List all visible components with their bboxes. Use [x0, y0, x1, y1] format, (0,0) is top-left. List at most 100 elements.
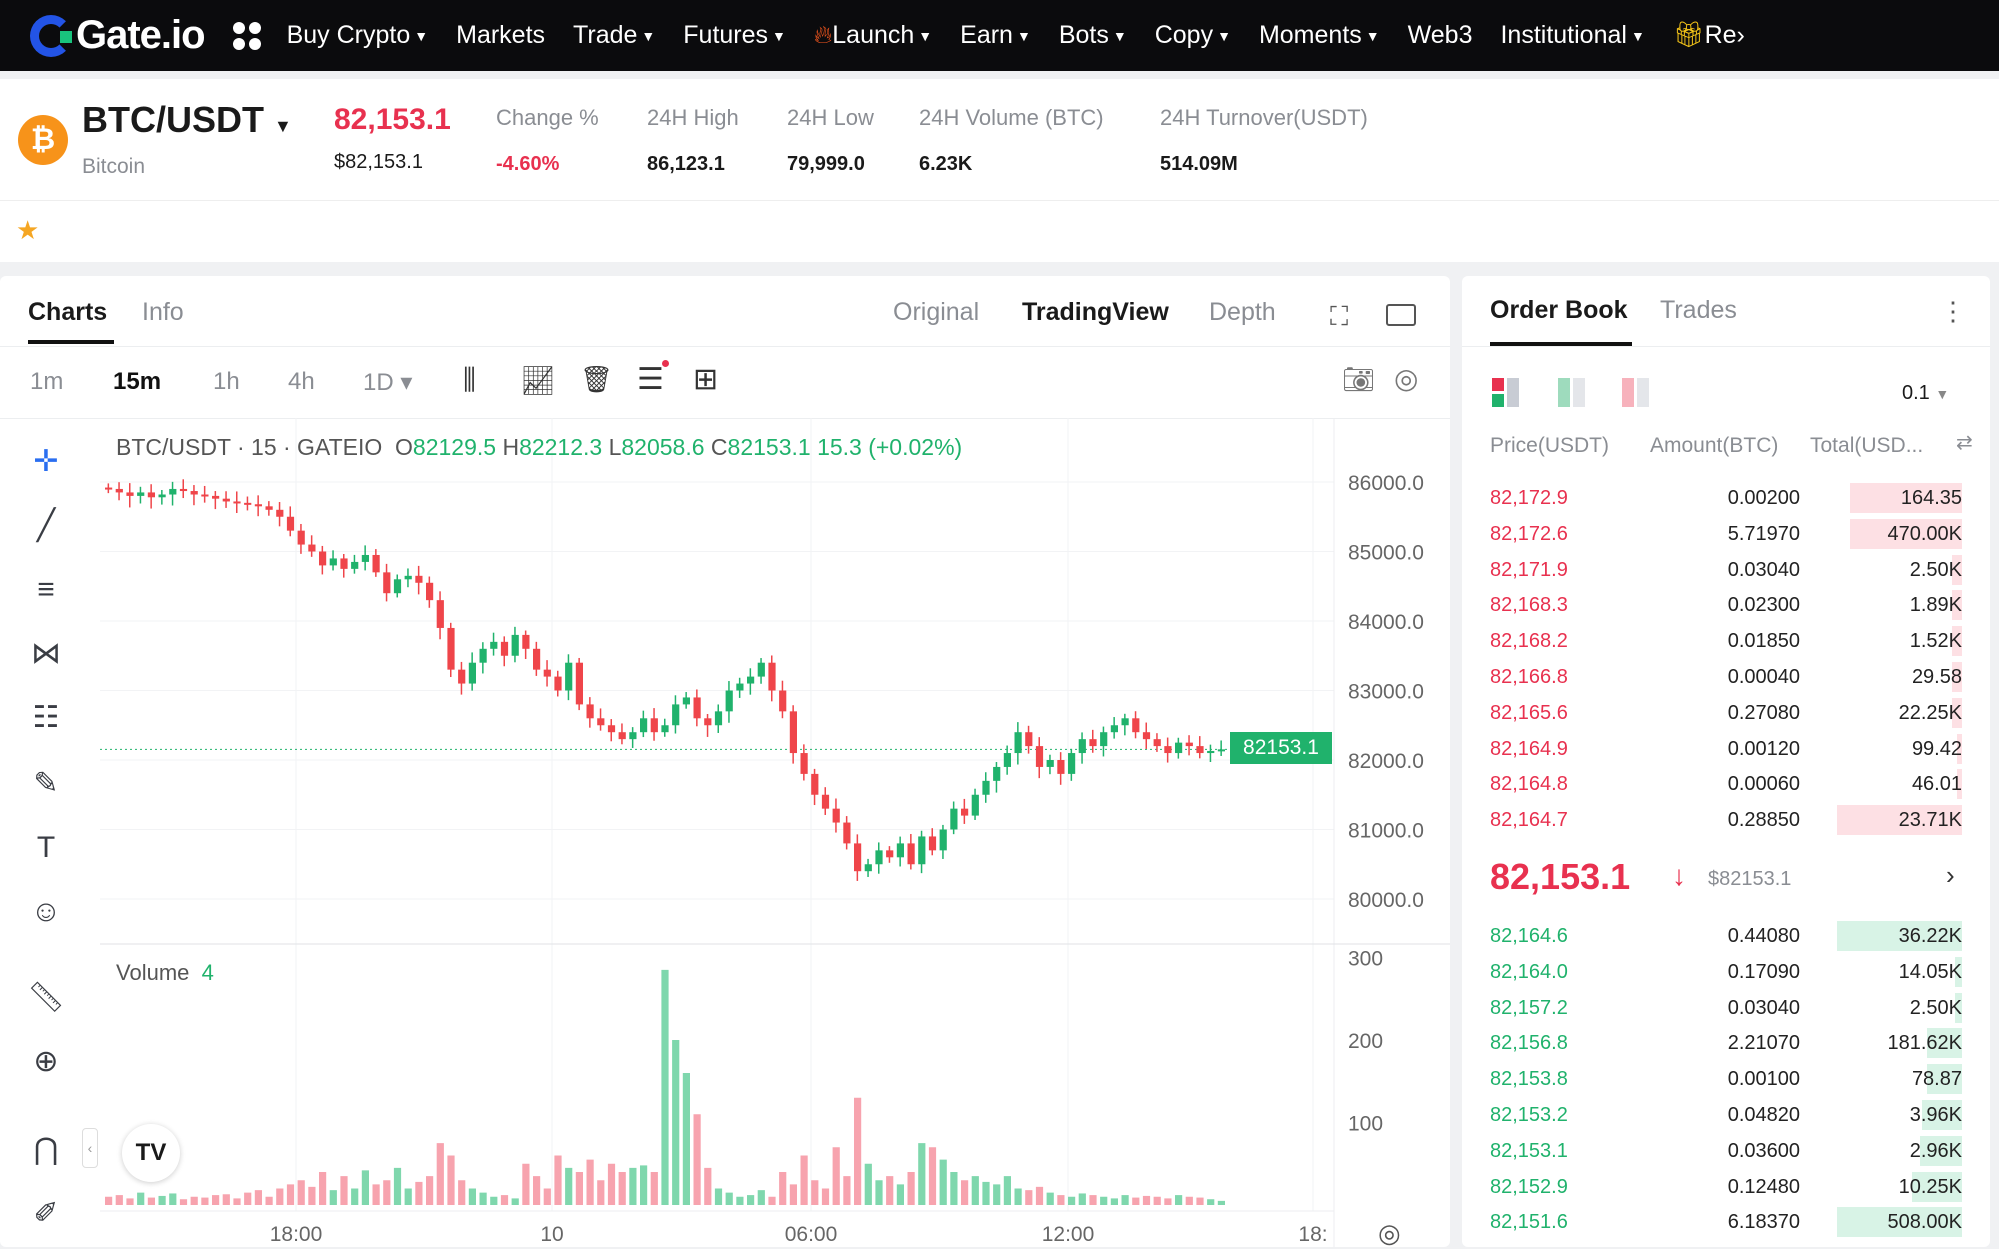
caret-down-icon: ▼ [1935, 386, 1950, 402]
volume-tick-label: 200 [1348, 1030, 1383, 1053]
stat-value: 79,999.0 [787, 153, 865, 175]
interval-1m[interactable]: 1m [30, 368, 64, 395]
nav-item-futures[interactable]: Futures ▼ [683, 21, 786, 50]
nav-item-buy-crypto[interactable]: Buy Crypto ▼ [287, 21, 429, 50]
candlestick-chart[interactable]: 86000.0 85000.0 84000.0 83000.0 82000.0 81000… [0, 418, 1450, 1247]
tab-order-book[interactable]: Order Book [1490, 296, 1628, 324]
caret-down-icon: ▼ [1630, 28, 1645, 45]
bid-row[interactable]: 82,156.8 2.21070 181.62K [1462, 1025, 1990, 1061]
ask-row[interactable]: 82,164.9 0.00120 99.42 [1462, 731, 1990, 767]
bid-row[interactable]: 82,157.2 0.03040 2.50K [1462, 990, 1990, 1026]
bid-row[interactable]: 82,153.1 0.03600 2.96K [1462, 1133, 1990, 1169]
ask-row[interactable]: 82,171.9 0.03040 2.50K [1462, 552, 1990, 588]
delete-icon[interactable]: 🗑︎ [580, 364, 614, 394]
nav-item-copy[interactable]: Copy ▼ [1155, 21, 1231, 50]
volume-bar [854, 1097, 862, 1205]
nav-item-institutional[interactable]: Institutional ▼ [1500, 21, 1644, 50]
view-original[interactable]: Original [893, 298, 980, 326]
horizontal-lines-icon[interactable]: ≡ [37, 573, 55, 606]
camera-icon[interactable]: 📷︎ [1342, 364, 1376, 394]
candle-body [479, 648, 487, 663]
volume-bar [672, 1040, 680, 1205]
candle-body [1153, 739, 1161, 747]
nav-item-bots[interactable]: Bots ▼ [1059, 21, 1127, 50]
collapse-toolbar-handle[interactable]: ‹ [82, 1128, 98, 1168]
amount: 0.00120 [1727, 737, 1800, 760]
ask-row[interactable]: 82,168.2 0.01850 1.52K [1462, 623, 1990, 659]
ask-row[interactable]: 82,172.9 0.00200 164.35 [1462, 480, 1990, 516]
nav-item-label: Markets [456, 21, 546, 49]
gateio-logo[interactable]: Gate.io [30, 13, 206, 58]
nav-item-launch[interactable]: 🔥︎Launch ▼ [814, 21, 932, 50]
fullscreen-icon[interactable]: ⛶ [1330, 301, 1349, 331]
swap-unit-icon[interactable]: ⇄ [1956, 432, 1973, 454]
price: 82,164.9 [1490, 737, 1568, 760]
view-tradingview[interactable]: TradingView [1022, 298, 1169, 326]
list-icon[interactable]: ☰ [637, 363, 664, 396]
layout-grid-icon[interactable]: ⊞ [693, 363, 719, 396]
candle-body [811, 773, 819, 795]
interval-15m[interactable]: 15m [113, 368, 162, 395]
ask-row[interactable]: 82,164.8 0.00060 46.01 [1462, 766, 1990, 802]
bid-row[interactable]: 82,153.8 0.00100 78.87 [1462, 1061, 1990, 1097]
star-icon[interactable]: ★ [16, 215, 40, 245]
ask-row[interactable]: 82,166.8 0.00040 29.58 [1462, 659, 1990, 695]
zoom-in-icon[interactable]: ⊕ [33, 1045, 59, 1078]
interval-1h[interactable]: 1h [213, 368, 240, 395]
nav-item-earn[interactable]: Earn ▼ [960, 21, 1031, 50]
bid-row[interactable]: 82,152.9 0.12480 10.25K [1462, 1169, 1990, 1205]
chevron-right-icon[interactable]: › [1946, 860, 1955, 890]
text-icon[interactable]: T [36, 831, 56, 864]
tab-trades[interactable]: Trades [1660, 296, 1737, 324]
candle-type-icon[interactable]: ⫼ [463, 364, 476, 395]
bid-row[interactable]: 82,164.0 0.17090 14.05K [1462, 954, 1990, 990]
tab-info[interactable]: Info [142, 298, 184, 326]
window-icon[interactable] [1386, 304, 1416, 326]
lock-drawings-icon[interactable]: ✐ [33, 1197, 59, 1230]
ruler-icon[interactable]: 📏︎ [26, 981, 66, 1014]
pair-selector[interactable]: BTC/USDT ▼ [82, 99, 292, 141]
interval-4h[interactable]: 4h [288, 368, 315, 395]
volume-bar [179, 1199, 188, 1205]
ask-row[interactable]: 82,172.6 5.71970 470.00K [1462, 516, 1990, 552]
price: 82,172.6 [1490, 522, 1568, 545]
nav-item-trade[interactable]: Trade ▼ [573, 21, 655, 50]
bid-row[interactable]: 82,153.2 0.04820 3.96K [1462, 1097, 1990, 1133]
candle-body [1207, 750, 1215, 754]
ask-row[interactable]: 82,164.7 0.28850 23.71K [1462, 802, 1990, 838]
ask-row[interactable]: 82,168.3 0.02300 1.89K [1462, 587, 1990, 623]
ticker-bar: ₿ BTC/USDT ▼ Bitcoin 82,153.1 $82,153.1 … [0, 71, 1999, 200]
total: 3.96K [1909, 1104, 1962, 1126]
emoji-icon[interactable]: ☺ [30, 895, 62, 928]
precision-select[interactable]: 0.1 ▼ [1902, 382, 1949, 405]
total: 2.96K [1909, 1139, 1962, 1162]
bid-row[interactable]: 82,164.6 0.44080 36.22K [1462, 918, 1990, 954]
indicators-icon[interactable]: 📈︎ [520, 365, 556, 396]
view-depth[interactable]: Depth [1209, 298, 1276, 326]
view-bids-icon[interactable] [1558, 378, 1588, 408]
crosshair-icon[interactable]: ✛ [33, 445, 59, 478]
depth-bar [1954, 956, 1962, 987]
settings-icon[interactable]: ◎ [1394, 363, 1419, 394]
more-icon[interactable]: ⋮ [1940, 296, 1966, 326]
interval-1d[interactable]: 1D ▾ [363, 369, 413, 396]
apps-grid-icon[interactable] [232, 21, 261, 50]
pattern-icon[interactable]: ⋈ [31, 637, 61, 670]
view-asks-icon[interactable] [1622, 378, 1652, 408]
view-both-icon[interactable] [1492, 378, 1522, 408]
trend-line-icon[interactable]: ╱ [36, 509, 56, 542]
nav-item-markets[interactable]: Markets [456, 21, 545, 50]
brush-icon[interactable]: ✎ [33, 767, 59, 800]
nav-item-web3[interactable]: Web3 [1408, 21, 1473, 50]
bid-row[interactable]: 82,151.6 6.18370 508.00K [1462, 1204, 1990, 1240]
chart-settings-icon[interactable]: ◎ [1378, 1218, 1401, 1248]
nav-item-moments[interactable]: Moments ▼ [1259, 21, 1380, 50]
tab-charts[interactable]: Charts [28, 298, 108, 326]
magnet-icon[interactable]: ⋂ [33, 1133, 59, 1166]
tradingview-logo[interactable]: TV [122, 1124, 180, 1182]
ask-row[interactable]: 82,165.6 0.27080 22.25K [1462, 695, 1990, 731]
depth-bar [1952, 697, 1962, 728]
nav-item-re-[interactable]: 🎁︎Re› [1673, 21, 1745, 50]
volume-bar [511, 1198, 519, 1205]
fib-icon[interactable]: ☷ [32, 701, 60, 734]
